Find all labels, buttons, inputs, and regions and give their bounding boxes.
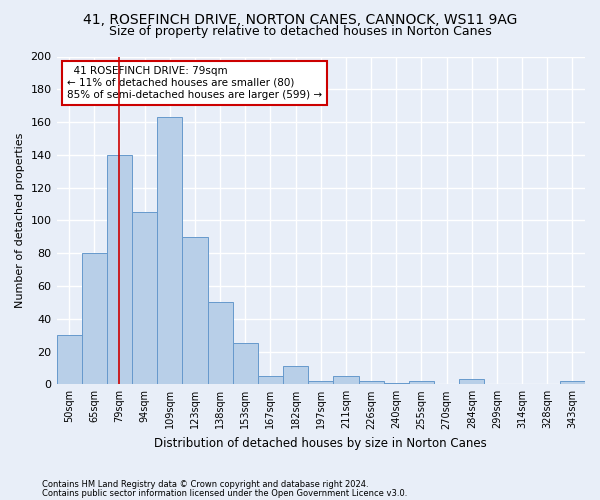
Bar bbox=[182, 237, 208, 384]
Text: 41, ROSEFINCH DRIVE, NORTON CANES, CANNOCK, WS11 9AG: 41, ROSEFINCH DRIVE, NORTON CANES, CANNO… bbox=[83, 12, 517, 26]
Bar bbox=[157, 117, 182, 384]
Bar bbox=[560, 381, 585, 384]
Bar bbox=[334, 376, 359, 384]
Bar bbox=[383, 382, 409, 384]
Bar bbox=[359, 381, 383, 384]
Y-axis label: Number of detached properties: Number of detached properties bbox=[15, 132, 25, 308]
Text: Contains public sector information licensed under the Open Government Licence v3: Contains public sector information licen… bbox=[42, 488, 407, 498]
Bar bbox=[258, 376, 283, 384]
Bar bbox=[132, 212, 157, 384]
Bar bbox=[233, 344, 258, 384]
Bar bbox=[409, 381, 434, 384]
Bar bbox=[56, 335, 82, 384]
Bar bbox=[107, 155, 132, 384]
X-axis label: Distribution of detached houses by size in Norton Canes: Distribution of detached houses by size … bbox=[154, 437, 487, 450]
Bar bbox=[308, 381, 334, 384]
Bar bbox=[208, 302, 233, 384]
Text: Size of property relative to detached houses in Norton Canes: Size of property relative to detached ho… bbox=[109, 25, 491, 38]
Text: Contains HM Land Registry data © Crown copyright and database right 2024.: Contains HM Land Registry data © Crown c… bbox=[42, 480, 368, 489]
Bar bbox=[283, 366, 308, 384]
Bar bbox=[82, 253, 107, 384]
Bar bbox=[459, 380, 484, 384]
Text: 41 ROSEFINCH DRIVE: 79sqm
← 11% of detached houses are smaller (80)
85% of semi-: 41 ROSEFINCH DRIVE: 79sqm ← 11% of detac… bbox=[67, 66, 322, 100]
